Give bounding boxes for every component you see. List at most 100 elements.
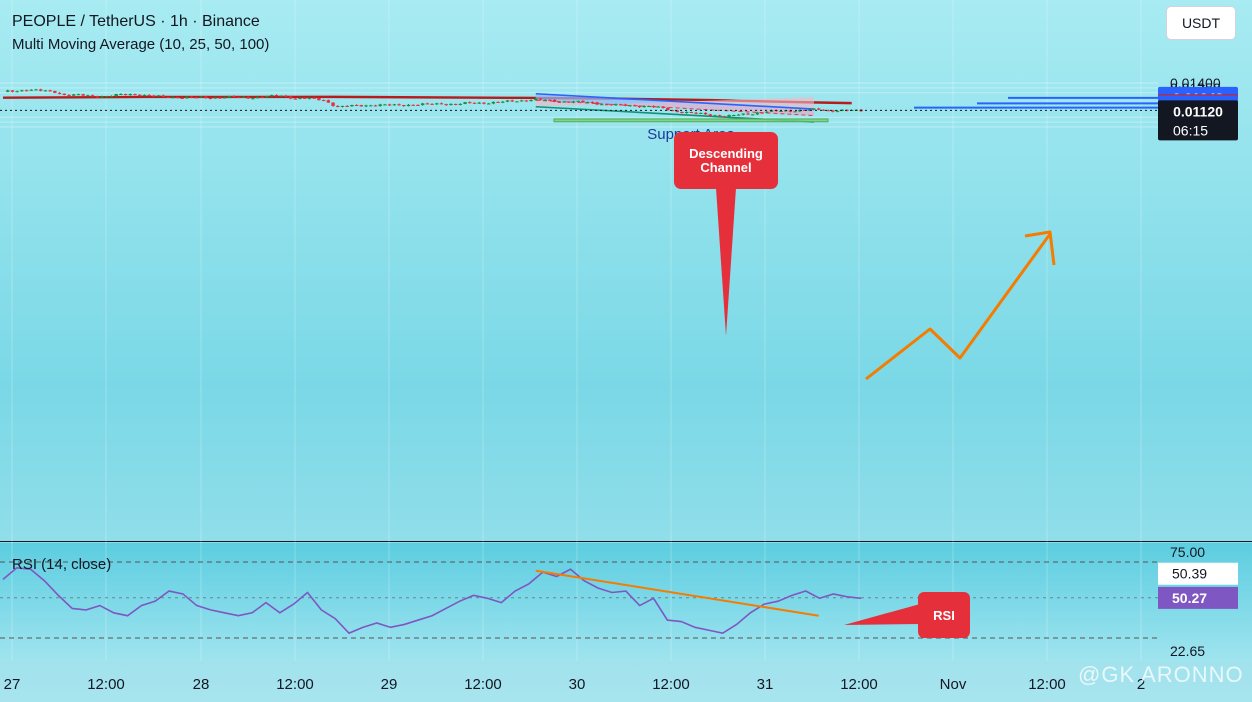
candle-body [538, 98, 543, 100]
candle-body [420, 103, 425, 106]
candle-body [364, 105, 368, 107]
candle-body [387, 104, 392, 106]
candle-body [237, 97, 241, 99]
time-tick-label: 2 [1137, 676, 1145, 693]
time-tick-label: 12:00 [276, 676, 314, 693]
candle-body [119, 93, 123, 95]
candle-body [642, 106, 646, 108]
candle-body [821, 109, 826, 111]
candle-body [722, 116, 727, 118]
candle-body [732, 114, 736, 116]
candle-body [373, 105, 378, 107]
candle-body [491, 101, 496, 104]
candle-body [392, 104, 397, 106]
candle-body [496, 101, 500, 103]
candle-body [515, 101, 519, 103]
candle-body [312, 97, 316, 99]
candle-body [72, 94, 76, 96]
candle-body [284, 95, 288, 97]
currency-unit-button[interactable]: USDT [1166, 6, 1236, 40]
candle-body [670, 110, 675, 112]
projection-arrowhead [1024, 230, 1056, 266]
candle-body [227, 95, 232, 98]
candle-body [779, 110, 783, 112]
candle-body [816, 108, 821, 110]
candle-body [633, 105, 637, 107]
candle-body [482, 102, 486, 104]
candle-body [680, 111, 684, 114]
candle-body [251, 98, 255, 100]
rsi-tick-label: 22.65 [1170, 643, 1205, 659]
symbol-title[interactable]: PEOPLE / TetherUS · 1h · Binance [12, 13, 260, 30]
candle-body [204, 96, 208, 99]
candle-body [501, 101, 505, 103]
candle-body [147, 94, 151, 96]
time-tick-label: 28 [193, 676, 210, 693]
candle-body [194, 97, 199, 99]
candle-body [637, 105, 642, 108]
time-tick-label: 12:00 [87, 676, 125, 693]
candle-body [727, 115, 731, 117]
candle-body [468, 102, 472, 104]
axis-labels-layer: 0.014000.013500.013000.010500.010000.009… [4, 75, 1238, 693]
candle-body [350, 104, 354, 107]
candle-body [10, 90, 15, 92]
candle-body [246, 96, 250, 99]
candle-body [524, 100, 529, 102]
time-tick-label: 31 [757, 676, 774, 693]
channel-lower-fill [535, 96, 814, 116]
candle-body [345, 105, 349, 107]
candle-body [241, 96, 246, 98]
candle-body [175, 97, 180, 99]
candle-body [76, 94, 81, 96]
candle-body [260, 97, 265, 99]
candle-body [449, 103, 453, 106]
candle-body [48, 90, 52, 92]
candle-body [397, 104, 401, 106]
candle-body [430, 103, 434, 105]
candle-body [255, 97, 260, 99]
candle-body [298, 97, 302, 99]
candle-body [826, 110, 830, 112]
candle-body [661, 106, 665, 108]
candle-body [15, 91, 19, 93]
candle-body [765, 111, 769, 113]
candle-body [703, 112, 708, 115]
time-tick-label: Nov [940, 676, 967, 693]
candle-body [161, 95, 166, 97]
candle-body [755, 112, 760, 115]
candle-body [567, 101, 571, 103]
candle-body [81, 94, 85, 96]
candle-body [694, 112, 698, 114]
candle-body [477, 102, 481, 104]
candle-body [425, 103, 430, 105]
annotations-layer[interactable]: Descending Channel RSI [674, 132, 1056, 638]
candle-body [562, 101, 566, 103]
candle-body [199, 96, 203, 98]
candle-body [336, 105, 340, 107]
candle-body [623, 104, 628, 106]
horizontal-levels-layer[interactable] [0, 96, 1158, 111]
candle-body [105, 96, 109, 98]
candle-body [651, 106, 656, 108]
candle-body [600, 104, 604, 106]
time-tick-label: 12:00 [652, 676, 690, 693]
candle-body [510, 100, 514, 102]
indicator-legend[interactable]: Multi Moving Average (10, 25, 50, 100) [12, 36, 270, 53]
candle-body [222, 97, 227, 99]
rsi-trendline [535, 569, 819, 617]
candle-body [171, 97, 175, 99]
candle-body [557, 101, 562, 103]
candle-body [519, 100, 524, 102]
candle-body [486, 103, 491, 105]
candle-body [34, 89, 38, 91]
candle-body [43, 90, 48, 92]
candle-body [307, 97, 312, 99]
rsi-legend[interactable]: RSI (14, close) [12, 556, 112, 573]
candle-body [534, 98, 538, 101]
rsi-callout-label: RSI [933, 608, 955, 623]
candle-body [29, 89, 33, 91]
candle-body [684, 111, 689, 114]
